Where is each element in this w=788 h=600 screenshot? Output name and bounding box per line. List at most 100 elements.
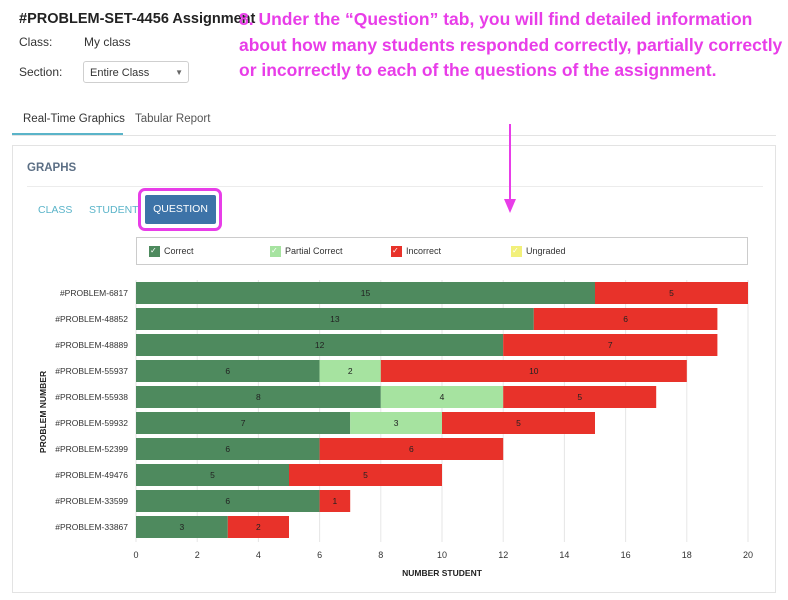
legend-item-partial-correct[interactable]: ✓ Partial Correct <box>270 245 343 258</box>
bar-segment <box>350 412 442 434</box>
active-tab-indicator <box>12 133 123 135</box>
section-select-value: Entire Class <box>90 67 150 79</box>
y-tick-label: #PROBLEM-33867 <box>55 522 128 532</box>
bar-segment <box>136 464 289 486</box>
bar-data-label: 10 <box>529 366 539 376</box>
bar-segment <box>227 516 289 538</box>
bar-segment <box>136 386 381 408</box>
legend-label: Ungraded <box>526 246 566 256</box>
bar-segment <box>533 308 718 330</box>
legend-item-incorrect[interactable]: ✓ Incorrect <box>391 245 442 258</box>
bar-segment <box>136 334 504 356</box>
bar-segment <box>319 360 381 382</box>
bar-segment <box>136 308 534 330</box>
bar-data-label: 2 <box>348 366 353 376</box>
bar-data-label: 13 <box>330 314 340 324</box>
tab-divider <box>12 135 776 136</box>
bar-segment <box>136 438 320 460</box>
annotation-arrow <box>509 124 511 202</box>
class-label: Class: <box>19 35 53 49</box>
subtab-question[interactable]: QUESTION <box>145 195 216 224</box>
x-tick-label: 10 <box>437 550 447 560</box>
graphs-heading: GRAPHS <box>27 162 77 174</box>
y-tick-label: #PROBLEM-52399 <box>55 444 128 454</box>
bar-segment <box>595 282 748 304</box>
bar-data-label: 5 <box>363 470 368 480</box>
y-tick-label: #PROBLEM-55938 <box>55 392 128 402</box>
check-icon: ✓ <box>511 246 522 258</box>
legend-item-correct[interactable]: ✓ Correct <box>149 245 194 258</box>
chevron-down-icon: ▼ <box>175 68 183 77</box>
bar-data-label: 8 <box>256 392 261 402</box>
bar-data-label: 6 <box>225 366 230 376</box>
bar-segment <box>136 282 595 304</box>
bar-data-label: 5 <box>669 288 674 298</box>
bar-data-label: 3 <box>394 418 399 428</box>
bar-segment <box>380 360 687 382</box>
bar-data-label: 5 <box>516 418 521 428</box>
class-value: My class <box>84 35 131 49</box>
check-icon: ✓ <box>270 246 281 258</box>
bar-segment <box>380 386 504 408</box>
y-tick-label: #PROBLEM-59932 <box>55 418 128 428</box>
bar-segment <box>503 334 718 356</box>
bar-data-label: 1 <box>333 496 338 506</box>
legend-label: Correct <box>164 246 194 256</box>
y-tick-label: #PROBLEM-55937 <box>55 366 128 376</box>
bar-segment <box>319 438 504 460</box>
x-tick-label: 8 <box>378 550 383 560</box>
instruction-annotation: 8. Under the “Question” tab, you will fi… <box>239 9 783 80</box>
bar-segment <box>503 386 657 408</box>
assignment-title: #PROBLEM-SET-4456 Assignment <box>19 11 256 27</box>
bar-data-label: 7 <box>241 418 246 428</box>
bar-data-label: 12 <box>315 340 325 350</box>
legend-item-ungraded[interactable]: ✓ Ungraded <box>511 245 566 258</box>
bar-data-label: 4 <box>440 392 445 402</box>
arrow-down-icon <box>504 199 516 213</box>
bar-data-label: 6 <box>409 444 414 454</box>
bar-data-label: 6 <box>225 496 230 506</box>
x-tick-label: 6 <box>317 550 322 560</box>
subtab-student[interactable]: STUDENT <box>89 204 139 216</box>
x-tick-label: 0 <box>133 550 138 560</box>
check-icon: ✓ <box>391 246 402 258</box>
y-tick-label: #PROBLEM-49476 <box>55 470 128 480</box>
panel-divider <box>27 186 763 187</box>
bar-data-label: 6 <box>225 444 230 454</box>
y-tick-label: #PROBLEM-6817 <box>60 288 128 298</box>
section-label: Section: <box>19 65 63 79</box>
bar-segment <box>442 412 595 434</box>
x-tick-label: 12 <box>498 550 508 560</box>
x-tick-label: 20 <box>743 550 753 560</box>
y-tick-label: #PROBLEM-48852 <box>55 314 128 324</box>
bar-segment <box>136 412 351 434</box>
bar-data-label: 6 <box>623 314 628 324</box>
x-axis-label: NUMBER STUDENT <box>402 568 483 578</box>
tab-real-time-graphics[interactable]: Real-Time Graphics <box>23 113 125 125</box>
bar-segment <box>289 464 442 486</box>
bar-segment <box>136 490 320 512</box>
bar-data-label: 15 <box>361 288 371 298</box>
bar-segment <box>136 360 320 382</box>
legend-label: Incorrect <box>406 246 442 256</box>
bar-segment <box>136 516 228 538</box>
x-tick-label: 18 <box>682 550 692 560</box>
question-highlight-ring <box>138 188 222 231</box>
legend-label: Partial Correct <box>285 246 343 256</box>
bar-data-label: 5 <box>210 470 215 480</box>
y-axis-label: PROBLEM NUMBER <box>38 371 48 453</box>
y-tick-label: #PROBLEM-33599 <box>55 496 128 506</box>
bar-data-label: 7 <box>608 340 613 350</box>
section-select[interactable]: Entire Class ▼ <box>83 61 189 83</box>
y-tick-label: #PROBLEM-48889 <box>55 340 128 350</box>
bar-data-label: 2 <box>256 522 261 532</box>
chart-legend: ✓ Correct ✓ Partial Correct ✓ Incorrect ✓ Un… <box>136 237 748 265</box>
tab-tabular-report[interactable]: Tabular Report <box>135 113 211 125</box>
x-tick-label: 2 <box>195 550 200 560</box>
bar-segment <box>319 490 351 512</box>
check-icon: ✓ <box>149 246 160 258</box>
subtab-class[interactable]: CLASS <box>38 204 73 216</box>
x-tick-label: 14 <box>559 550 569 560</box>
bar-data-label: 3 <box>180 522 185 532</box>
